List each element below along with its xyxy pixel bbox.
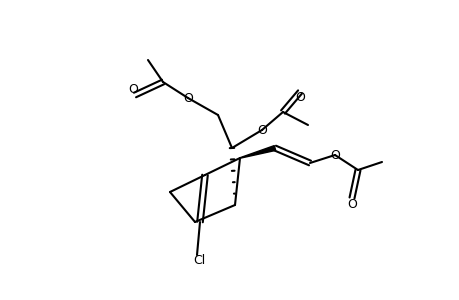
Polygon shape <box>240 146 275 158</box>
Text: O: O <box>346 197 356 211</box>
Text: O: O <box>128 82 138 95</box>
Text: O: O <box>294 91 304 103</box>
Text: O: O <box>330 148 339 161</box>
Text: Cl: Cl <box>192 254 205 268</box>
Text: O: O <box>257 124 266 136</box>
Text: O: O <box>183 92 192 104</box>
